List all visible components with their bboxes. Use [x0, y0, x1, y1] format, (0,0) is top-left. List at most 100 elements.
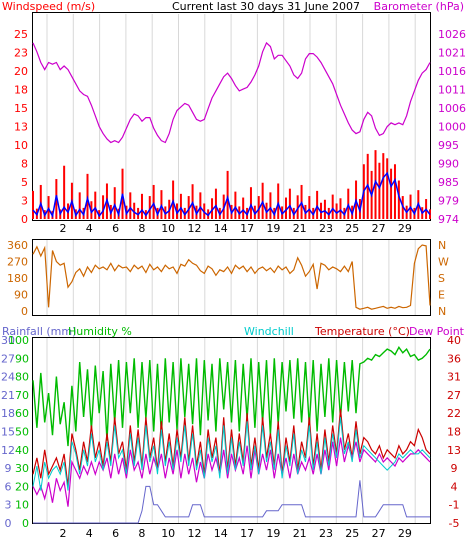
- wind-x-tick-label: 14: [214, 222, 228, 235]
- temperature-axis-label: Temperature (°C): [314, 325, 410, 338]
- rainfall-tick-label: 6: [5, 480, 12, 493]
- temperature-tick-label: 22: [447, 407, 461, 420]
- temperature-tick-label: 18: [447, 426, 461, 439]
- wind-x-tick-label: 29: [398, 222, 412, 235]
- windspeed-tick-label: 18: [14, 84, 28, 97]
- temp-x-tick-label: 4: [86, 527, 93, 540]
- wind-x-tick-label: 21: [293, 222, 307, 235]
- temperature-tick-label: 27: [447, 389, 461, 402]
- temperature-tick-label: 9: [451, 462, 458, 475]
- humidity-tick-label: 60: [15, 407, 29, 420]
- temp-x-tick-label: 19: [266, 527, 280, 540]
- direction-tick-label: 270: [7, 256, 28, 269]
- barometer-line: [32, 41, 431, 144]
- barometer-tick-label: 979: [438, 195, 459, 208]
- rainfall-line: [33, 480, 430, 524]
- dewpoint-legend-label: Dew Point: [409, 325, 465, 338]
- barometer-tick-label: 974: [438, 213, 459, 226]
- chart-title: Current last 30 days 31 June 2007: [172, 0, 360, 13]
- wind-x-tick-label: 12: [188, 222, 202, 235]
- temperature-tick-label: 4: [451, 480, 458, 493]
- temp-x-tick-label: 8: [138, 527, 145, 540]
- humidity-tick-label: 0: [22, 517, 29, 530]
- compass-tick-label: W: [438, 256, 449, 269]
- wind-x-tick-label: 25: [345, 222, 359, 235]
- humidity-tick-label: 10: [15, 499, 29, 512]
- temp-x-tick-label: 25: [345, 527, 359, 540]
- humidity-axis-label: Humidity %: [68, 325, 132, 338]
- temperature-tick-label: 36: [447, 352, 461, 365]
- barometer-tick-label: 1016: [438, 65, 466, 78]
- windspeed-tick-label: 10: [14, 139, 28, 152]
- temp-x-tick-label: 21: [293, 527, 307, 540]
- rainfall-tick-label: 24: [1, 371, 15, 384]
- temp-x-tick-label: 10: [161, 527, 175, 540]
- barometer-tick-label: 1000: [438, 121, 466, 134]
- direction-tick-label: 0: [21, 305, 28, 318]
- barometer-axis-label: Barometer (hPa): [374, 0, 464, 13]
- windspeed-tick-label: 8: [21, 158, 28, 171]
- temp-x-tick-label: 27: [372, 527, 386, 540]
- wind-x-tick-label: 27: [372, 222, 386, 235]
- wind-x-tick-label: 19: [266, 222, 280, 235]
- temp-x-tick-label: 17: [240, 527, 254, 540]
- windspeed-tick-label: 23: [14, 47, 28, 60]
- windspeed-tick-label: 13: [14, 121, 28, 134]
- compass-tick-label: S: [438, 272, 445, 285]
- windspeed-line: [32, 171, 431, 219]
- dewpoint-line: [32, 437, 431, 507]
- rainfall-tick-label: 21: [1, 389, 15, 402]
- barometer-tick-label: 995: [438, 139, 459, 152]
- barometer-tick-label: 985: [438, 176, 459, 189]
- wind-x-tick-label: 4: [86, 222, 93, 235]
- temp-x-tick-label: 12: [188, 527, 202, 540]
- humidity-tick-label: 50: [15, 426, 29, 439]
- windspeed-tick-label: 15: [14, 102, 28, 115]
- barometer-tick-label: 1021: [438, 47, 466, 60]
- temp-x-tick-label: 2: [60, 527, 67, 540]
- temp-x-tick-label: 23: [319, 527, 333, 540]
- windspeed-tick-label: 5: [21, 176, 28, 189]
- direction-tick-label: 180: [7, 272, 28, 285]
- windspeed-tick-label: 3: [21, 195, 28, 208]
- rainfall-tick-label: 15: [1, 426, 15, 439]
- temperature-tick-label: 13: [447, 444, 461, 457]
- compass-tick-label: E: [438, 289, 445, 302]
- wind-x-tick-label: 6: [112, 222, 119, 235]
- wind-x-tick-label: 8: [138, 222, 145, 235]
- humidity-tick-label: 80: [15, 371, 29, 384]
- direction-tick-label: 360: [7, 239, 28, 252]
- windspeed-tick-label: 25: [14, 28, 28, 41]
- rainfall-tick-label: 9: [5, 462, 12, 475]
- rainfall-tick-label: 30: [1, 334, 15, 347]
- temperature-tick-label: 31: [447, 371, 461, 384]
- rainfall-tick-label: 3: [5, 499, 12, 512]
- windspeed-axis-label: Windspeed (m/s): [2, 0, 95, 13]
- rainfall-tick-label: 12: [1, 444, 15, 457]
- temp-x-tick-label: 14: [214, 527, 228, 540]
- rainfall-tick-label: 27: [1, 352, 15, 365]
- humidity-tick-label: 70: [15, 389, 29, 402]
- temperature-tick-label: -1: [449, 499, 460, 512]
- barometer-tick-label: 1006: [438, 102, 466, 115]
- wind-x-tick-label: 17: [240, 222, 254, 235]
- rainfall-tick-label: 18: [1, 407, 15, 420]
- barometer-tick-label: 990: [438, 158, 459, 171]
- barometer-tick-label: 1011: [438, 84, 466, 97]
- humidity-tick-label: 40: [15, 444, 29, 457]
- temperature-tick-label: 40: [447, 334, 461, 347]
- rainfall-tick-label: 0: [5, 517, 12, 530]
- compass-tick-label: N: [438, 305, 446, 318]
- direction-line: [32, 244, 431, 310]
- humidity-tick-label: 30: [15, 462, 29, 475]
- temperature-tick-label: -5: [449, 517, 460, 530]
- windchill-legend-label: Windchill: [244, 325, 294, 338]
- direction-tick-label: 90: [14, 289, 28, 302]
- windchill-line: [32, 417, 431, 491]
- temp-x-tick-label: 29: [398, 527, 412, 540]
- temp-x-tick-label: 6: [112, 527, 119, 540]
- wind-x-tick-label: 23: [319, 222, 333, 235]
- humidity-line: [32, 345, 431, 447]
